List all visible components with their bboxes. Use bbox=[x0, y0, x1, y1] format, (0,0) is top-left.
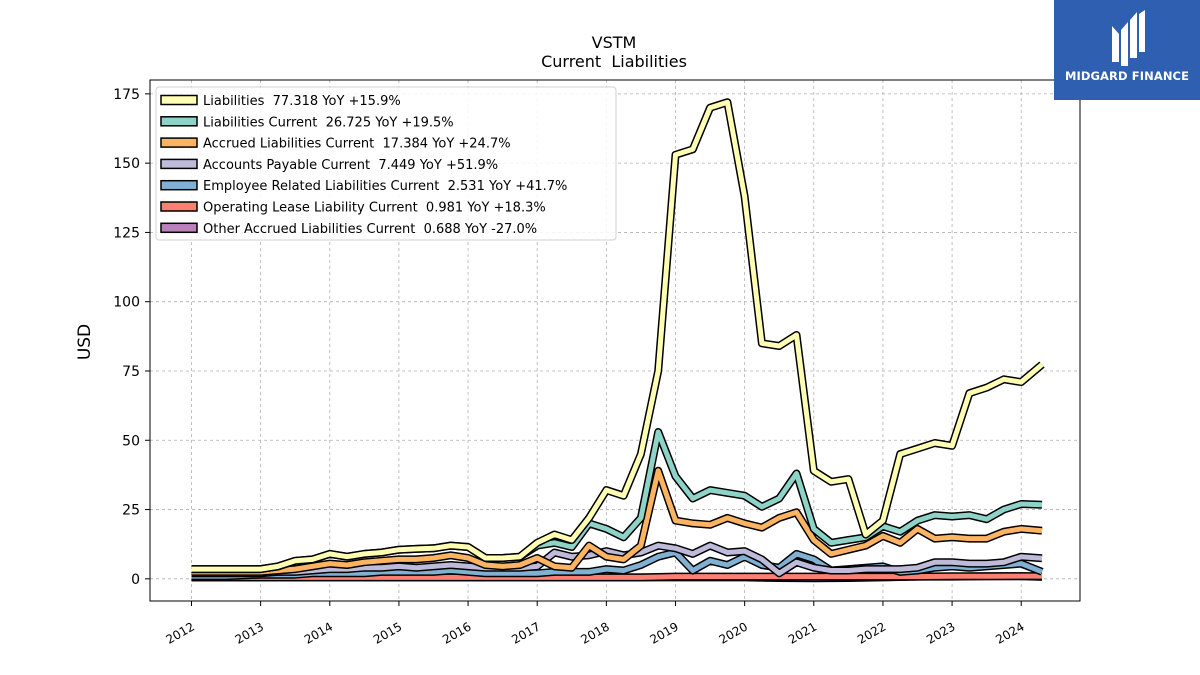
y-tick-label: 0 bbox=[131, 572, 140, 588]
x-tick-label: 2017 bbox=[509, 619, 542, 646]
legend-swatch bbox=[160, 137, 198, 148]
legend-label: Accrued Liabilities Current 17.384 YoY +… bbox=[203, 137, 511, 152]
series-lines bbox=[191, 98, 1045, 583]
x-tick-label: 2013 bbox=[233, 619, 266, 646]
series-line bbox=[191, 468, 1043, 575]
legend-label: Liabilities 77.318 YoY +15.9% bbox=[203, 94, 401, 109]
x-tick-label: 2024 bbox=[993, 619, 1026, 646]
legend-swatch bbox=[160, 222, 198, 234]
y-tick-label: 100 bbox=[113, 295, 140, 311]
series-line bbox=[191, 573, 1042, 580]
y-tick-label: 150 bbox=[113, 156, 140, 172]
brand-mark-icon bbox=[1112, 10, 1145, 66]
y-tick-label: 25 bbox=[122, 503, 140, 519]
x-tick-label: 2016 bbox=[440, 619, 473, 646]
x-tick-label: 2023 bbox=[924, 619, 957, 646]
y-tick-label: 75 bbox=[122, 364, 140, 380]
y-tick-label: 50 bbox=[122, 433, 140, 449]
x-tick-label: 2020 bbox=[717, 619, 750, 646]
x-tick-label: 2019 bbox=[648, 619, 681, 646]
x-tick-label: 2018 bbox=[578, 619, 611, 646]
legend-swatch bbox=[160, 201, 198, 212]
legend-swatch bbox=[160, 116, 198, 127]
chart-subtitle: Current Liabilities bbox=[541, 52, 687, 71]
legend-label: Liabilities Current 26.725 YoY +19.5% bbox=[203, 115, 454, 130]
legend-label: Other Accrued Liabilities Current 0.688 … bbox=[203, 222, 537, 237]
y-axis-label: USD bbox=[75, 324, 95, 360]
x-tick-label: 2015 bbox=[371, 619, 404, 646]
chart-title: VSTM bbox=[592, 33, 637, 52]
x-tick-label: 2012 bbox=[164, 619, 197, 646]
legend-label: Operating Lease Liability Current 0.981 … bbox=[203, 201, 546, 216]
brand-logo: MIDGARD FINANCE bbox=[1054, 0, 1200, 100]
x-tick-label: 2021 bbox=[786, 619, 819, 646]
y-tick-label: 175 bbox=[113, 87, 140, 103]
plot-frame bbox=[149, 79, 1081, 602]
brand-name: MIDGARD FINANCE bbox=[1064, 69, 1190, 83]
legend: Liabilities 77.318 YoY +15.9% Liabilities… bbox=[155, 86, 617, 241]
legend-box bbox=[155, 86, 617, 241]
legend-swatch bbox=[160, 94, 198, 106]
x-tick-label: 2022 bbox=[855, 619, 888, 646]
y-tick-label: 125 bbox=[113, 225, 140, 241]
legend-label: Employee Related Liabilities Current 2.5… bbox=[203, 179, 567, 194]
legend-label: Accounts Payable Current 7.449 YoY +51.9… bbox=[203, 158, 498, 173]
legend-swatch bbox=[160, 158, 198, 170]
series-line bbox=[191, 99, 1044, 572]
legend-swatch bbox=[160, 179, 198, 191]
x-tick-label: 2014 bbox=[302, 619, 335, 646]
